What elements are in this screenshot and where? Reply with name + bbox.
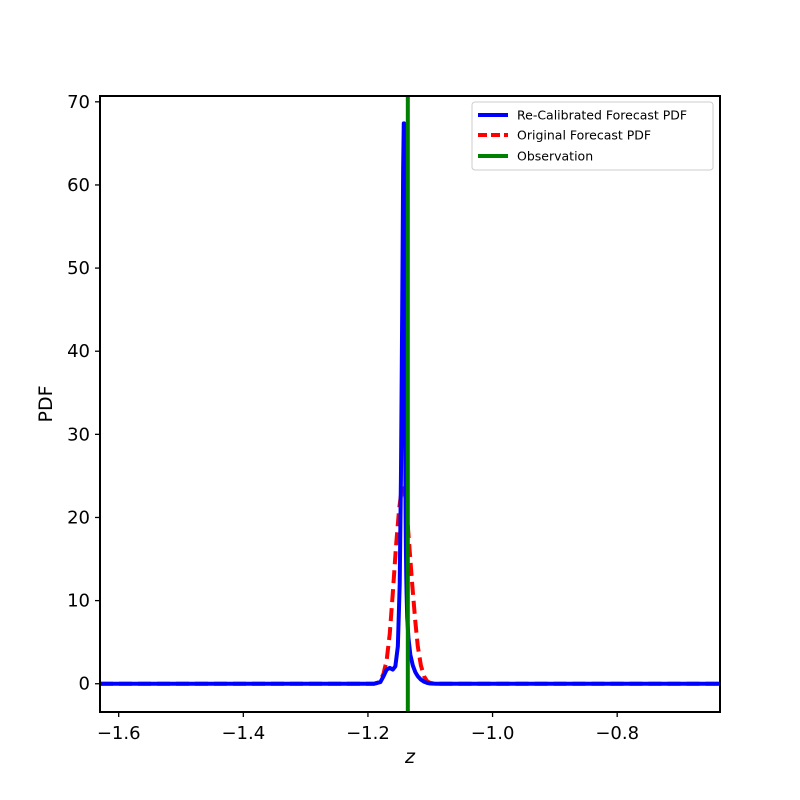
plot-lines — [100, 96, 720, 712]
x-tick-label: −1.0 — [471, 723, 515, 744]
legend-label-observation: Observation — [517, 149, 593, 164]
y-tick-label: 50 — [67, 258, 90, 279]
y-tick-label: 70 — [67, 92, 90, 113]
y-tick-label: 10 — [67, 591, 90, 612]
y-axis-label: PDF — [35, 385, 57, 422]
x-tick-label: −1.2 — [346, 723, 390, 744]
x-tick-label: −1.4 — [221, 723, 265, 744]
legend-label-original: Original Forecast PDF — [517, 128, 651, 143]
y-tick-label: 30 — [67, 424, 90, 445]
y-tick-label: 60 — [67, 175, 90, 196]
x-axis-ticks: −1.6 −1.4 −1.2 −1.0 −0.8 — [97, 712, 639, 744]
y-axis-ticks: 0 10 20 30 40 50 60 70 — [67, 92, 100, 695]
y-tick-label: 40 — [67, 341, 90, 362]
plot-frame — [99, 95, 721, 713]
y-tick-label: 20 — [67, 507, 90, 528]
x-tick-label: −1.6 — [97, 723, 141, 744]
x-axis-label: z — [404, 746, 416, 768]
series-line-0 — [100, 121, 720, 686]
y-tick-label: 0 — [79, 674, 90, 695]
legend: Re-Calibrated Forecast PDF Original Fore… — [471, 101, 714, 171]
x-tick-label: −0.8 — [595, 723, 639, 744]
legend-label-recalibrated: Re-Calibrated Forecast PDF — [517, 108, 687, 123]
legend-frame — [471, 101, 714, 171]
